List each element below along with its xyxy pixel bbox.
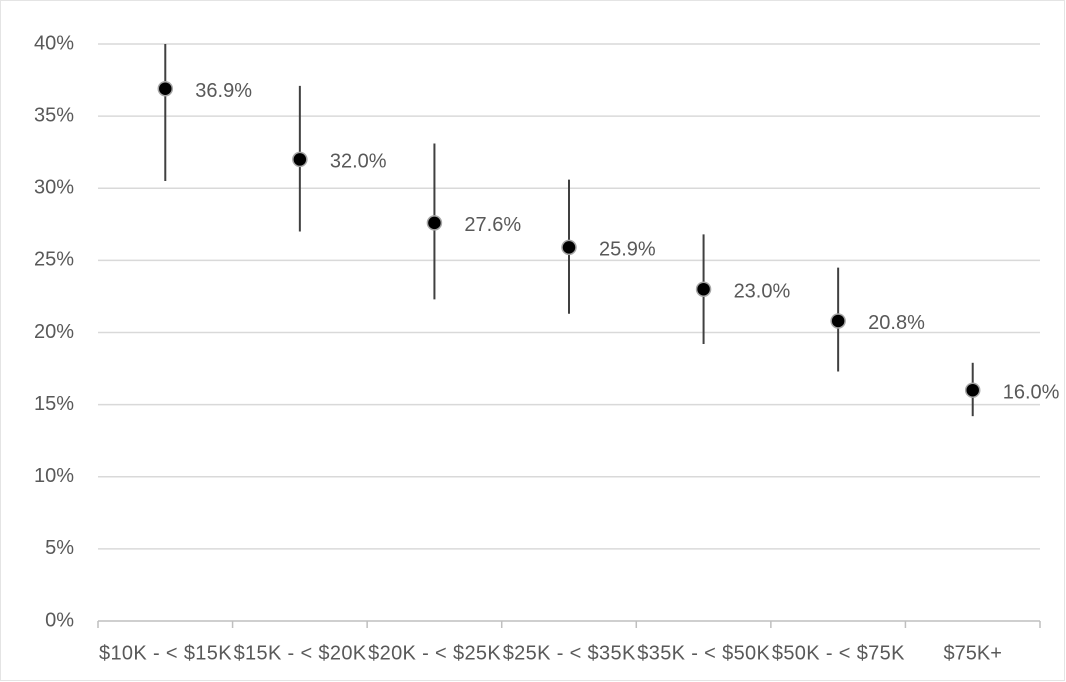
x-tick-label: $10K - < $15K: [99, 642, 232, 664]
x-tick-label: $20K - < $25K: [368, 642, 501, 664]
point: [426, 215, 443, 231]
y-tick-label: 40%: [34, 32, 74, 54]
y-tick-label: 25%: [34, 249, 74, 271]
y-tick-label: 10%: [34, 465, 74, 487]
point: [964, 382, 981, 398]
y-tick-label: 30%: [34, 177, 74, 199]
y-tick-label: 35%: [34, 104, 74, 126]
point: [292, 151, 308, 168]
data-label: 32.0%: [330, 151, 387, 173]
y-tick-label: 20%: [34, 321, 74, 343]
data-label: 16.0%: [1003, 381, 1060, 403]
data-label: 25.9%: [599, 239, 656, 261]
point: [830, 313, 846, 329]
y-tick-label: 5%: [45, 537, 74, 559]
data-label: 20.8%: [868, 312, 925, 334]
point: [695, 281, 712, 297]
data-label: 27.6%: [464, 214, 521, 236]
x-tick-label: $15K - < $20K: [234, 642, 367, 664]
x-tick-label: $35K - < $50K: [637, 642, 770, 664]
x-tick-label: $75K+: [944, 642, 1002, 664]
point: [561, 239, 577, 256]
y-tick-label: 0%: [45, 609, 74, 631]
y-tick-label: 15%: [34, 393, 74, 415]
x-tick-label: $50K - < $75K: [772, 642, 905, 664]
data-label: 23.0%: [734, 281, 791, 303]
data-label: 36.9%: [195, 80, 252, 102]
x-tick-label: $25K - < $35K: [503, 642, 636, 664]
point: [157, 80, 174, 97]
